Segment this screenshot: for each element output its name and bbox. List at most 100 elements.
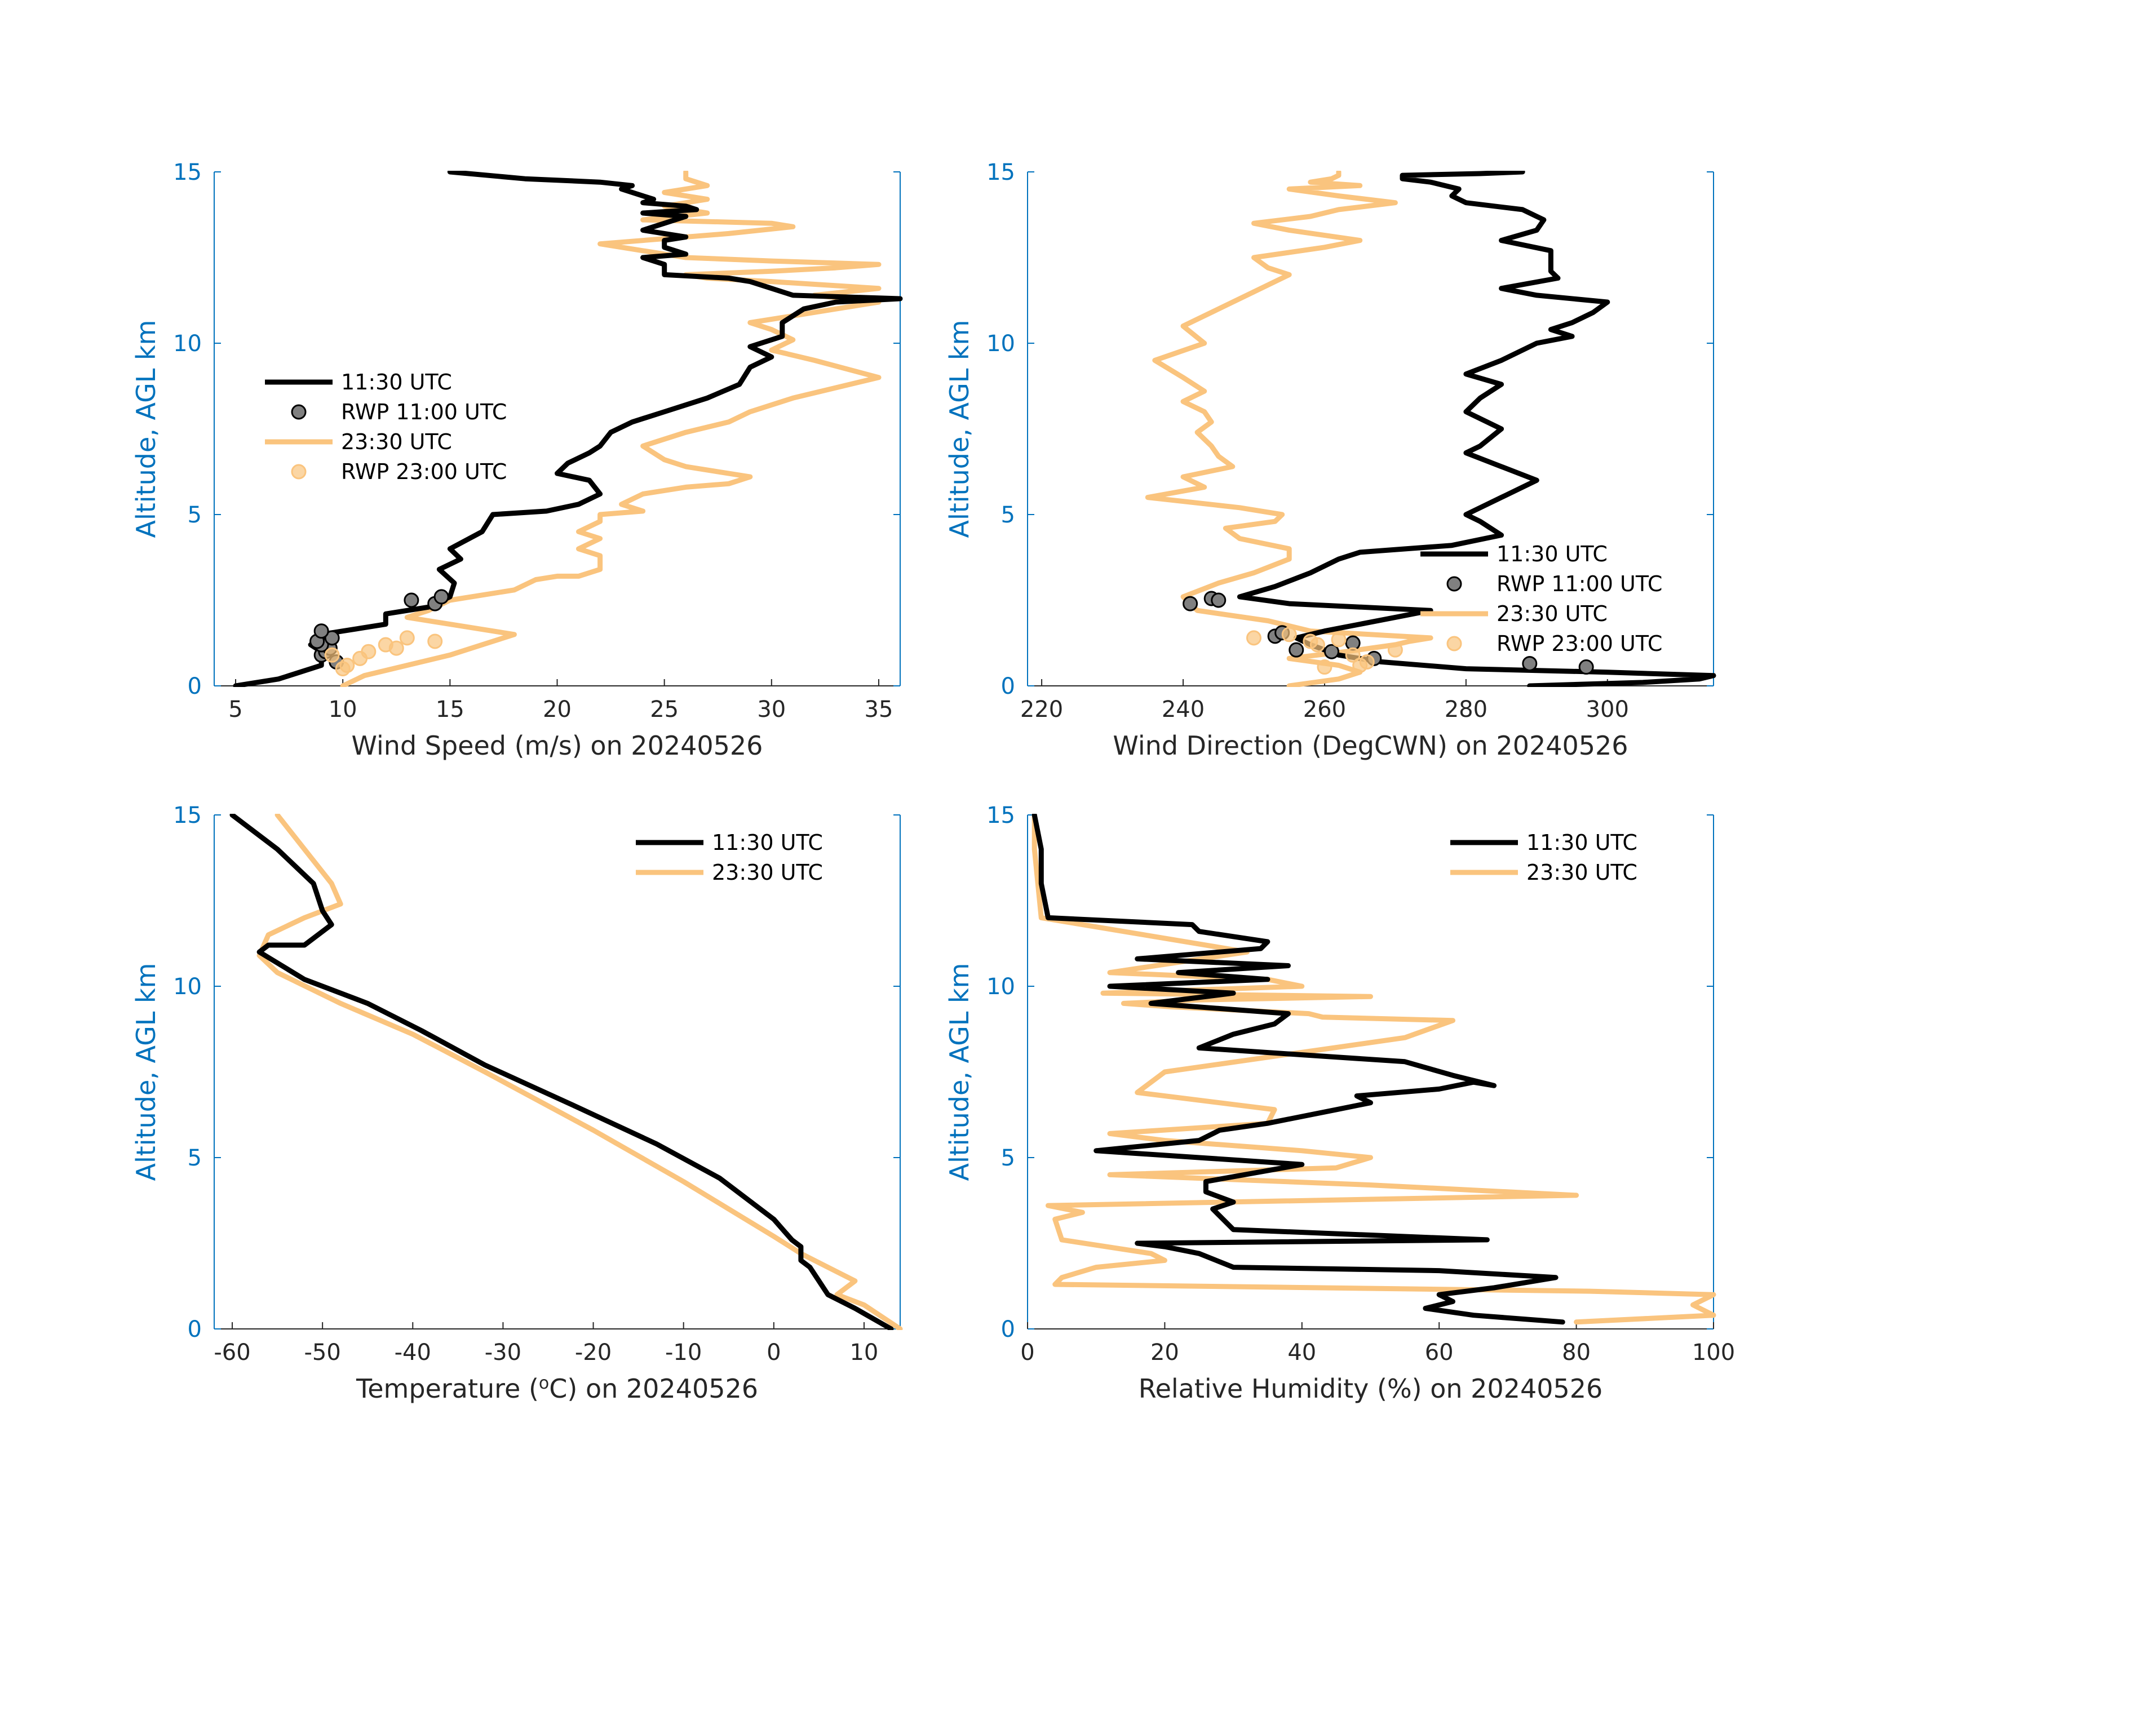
- scatter-point: [404, 592, 419, 608]
- x-tick-label: -50: [304, 1340, 340, 1366]
- legend-label: 11:30 UTC: [1497, 542, 1608, 566]
- x-tick-label: 30: [757, 697, 786, 723]
- scatter-point: [378, 637, 393, 653]
- y-tick-label: 10: [173, 331, 202, 357]
- x-tick-label: -60: [214, 1340, 250, 1366]
- wind_direction-panel: 0 5 10 15 220 240 260 280 300 Wind Direction (Deg…: [944, 159, 1716, 761]
- y-tick-label: 15: [173, 803, 202, 828]
- scatter-point: [1578, 659, 1594, 675]
- wind_direction-series: [1145, 171, 1716, 687]
- relative_humidity-legend: 11:30 UTC 23:30 UTC: [1450, 830, 1637, 885]
- scatter-point: [1303, 633, 1318, 649]
- legend-label: RWP 23:00 UTC: [1497, 631, 1662, 656]
- x-axis-title: Wind Speed (m/s) on 20240526: [352, 730, 763, 761]
- x-tick-label: 60: [1425, 1340, 1454, 1366]
- y-axis-title: Altitude, AGL km: [131, 963, 161, 1181]
- y-tick-label: 5: [188, 1145, 202, 1171]
- y-tick-label: 10: [986, 331, 1015, 357]
- legend-label: RWP 11:00 UTC: [341, 400, 507, 424]
- scatter-point: [324, 647, 340, 663]
- x-tick-label: 10: [849, 1340, 878, 1366]
- x-tick-label: -20: [575, 1340, 612, 1366]
- series-line-23-30-utc: [1145, 171, 1433, 687]
- scatter-point: [1345, 647, 1361, 663]
- series-line-23-30-utc: [256, 814, 903, 1330]
- scatter-point: [324, 630, 340, 646]
- series-line-23-30-utc: [340, 171, 882, 687]
- y-tick-label: 5: [1001, 502, 1015, 528]
- x-tick-label: 220: [1020, 697, 1063, 723]
- legend-marker: [291, 404, 307, 420]
- series-line-11-30-utc: [1031, 814, 1565, 1325]
- y-tick-label: 0: [1001, 673, 1015, 699]
- y-axis-title: Altitude, AGL km: [944, 963, 975, 1181]
- x-tick-label: 0: [767, 1340, 781, 1366]
- x-tick-label: 25: [650, 697, 679, 723]
- scatter-point: [1522, 655, 1538, 671]
- scatter-point: [335, 661, 351, 677]
- relative_humidity-panel: 0 5 10 15 0 20 40 60 80 100 Relative Humidity (%) …: [944, 803, 1735, 1404]
- temperature-legend: 11:30 UTC 23:30 UTC: [636, 830, 823, 885]
- legend-label: 23:30 UTC: [1497, 601, 1608, 626]
- x-tick-label: 240: [1162, 697, 1205, 723]
- y-tick-label: 0: [188, 673, 202, 699]
- scatter-point: [1281, 627, 1297, 642]
- y-tick-label: 0: [1001, 1317, 1015, 1342]
- y-axis-title: Altitude, AGL km: [131, 320, 161, 538]
- series-line-11-30-utc: [229, 814, 894, 1330]
- x-tick-label: -30: [485, 1340, 521, 1366]
- temperature-panel: 0 5 10 15 -60 -50 -40 -30 -20 -10 0 10 Temperature (…: [131, 803, 903, 1404]
- scatter-point: [1331, 632, 1347, 648]
- y-tick-label: 15: [986, 803, 1015, 828]
- x-tick-label: 260: [1303, 697, 1346, 723]
- y-tick-label: 5: [188, 502, 202, 528]
- legend-label: 23:30 UTC: [1526, 860, 1637, 885]
- series-line-11-30-utc: [233, 171, 903, 687]
- y-tick-label: 15: [986, 159, 1015, 185]
- y-axis-title: Altitude, AGL km: [944, 320, 975, 538]
- legend-label: RWP 23:00 UTC: [341, 459, 507, 484]
- x-tick-label: 20: [543, 697, 572, 723]
- series-line-23-30-utc: [1031, 814, 1716, 1325]
- x-tick-label: 80: [1562, 1340, 1591, 1366]
- x-tick-label: 280: [1445, 697, 1487, 723]
- temperature-series: [229, 814, 903, 1330]
- legend-label: RWP 11:00 UTC: [1497, 571, 1662, 596]
- scatter-point: [427, 633, 443, 649]
- x-axis-title: Wind Direction (DegCWN) on 20240526: [1113, 730, 1628, 761]
- scatter-point: [1246, 630, 1261, 646]
- x-axis-title: Temperature (oC) on 20240526: [356, 1373, 758, 1404]
- wind_direction-legend: 11:30 UTC RWP 11:00 UTC 23:30 UTC RWP 23:00…: [1420, 542, 1662, 656]
- scatter-point: [1289, 642, 1304, 658]
- x-axis-title: Relative Humidity (%) on 20240526: [1139, 1373, 1603, 1404]
- y-tick-label: 10: [986, 974, 1015, 1000]
- relative_humidity-series: [1031, 814, 1716, 1325]
- legend-marker: [1446, 576, 1462, 592]
- legend-label: 11:30 UTC: [341, 370, 452, 395]
- wind_speed-legend: 11:30 UTC RWP 11:00 UTC 23:30 UTC RWP 23:00…: [265, 370, 507, 484]
- legend-label: 11:30 UTC: [712, 830, 823, 855]
- legend-marker: [291, 464, 307, 480]
- x-tick-label: 20: [1150, 1340, 1179, 1366]
- legend-label: 23:30 UTC: [341, 429, 452, 454]
- scatter-point: [399, 630, 415, 646]
- scatter-point: [1387, 642, 1403, 658]
- x-tick-label: 100: [1692, 1340, 1735, 1366]
- scatter-point: [1183, 596, 1198, 611]
- y-tick-label: 10: [173, 974, 202, 1000]
- scatter-point: [1359, 654, 1375, 670]
- x-tick-label: -40: [395, 1340, 431, 1366]
- x-tick-label: 10: [329, 697, 357, 723]
- legend-label: 11:30 UTC: [1526, 830, 1637, 855]
- legend-label: 23:30 UTC: [712, 860, 823, 885]
- wind_speed-series: [233, 171, 903, 687]
- x-tick-label: 35: [865, 697, 893, 723]
- x-tick-label: 40: [1287, 1340, 1316, 1366]
- x-tick-label: 300: [1586, 697, 1629, 723]
- scatter-point: [1211, 592, 1227, 608]
- x-tick-label: 5: [228, 697, 242, 723]
- legend-marker: [1446, 636, 1462, 651]
